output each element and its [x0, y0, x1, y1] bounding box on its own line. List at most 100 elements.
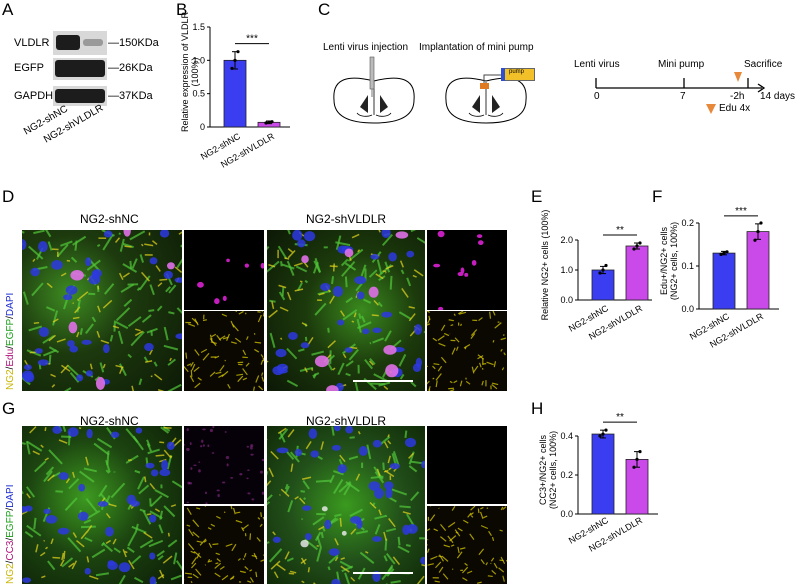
y-axis-label: CC3+/NG2+ cells(NG2+ cells, 100%)	[538, 431, 558, 509]
data-point	[632, 465, 636, 469]
data-point	[638, 241, 642, 245]
data-point	[601, 432, 605, 436]
micrograph-d-shvldlr-edu	[427, 230, 507, 310]
micrograph-d-shvldlr-ng2	[427, 311, 507, 391]
panel-d-title-left: NG2-shNC	[80, 212, 139, 226]
band-vldlr-shnc	[56, 35, 80, 50]
data-point	[604, 428, 608, 432]
data-point	[756, 230, 760, 234]
data-point	[725, 250, 729, 254]
y-axis-label: Relative expression of VLDLR(100%)	[180, 11, 200, 132]
band-gapdh	[55, 89, 105, 103]
y-tick-label: 0.2	[560, 470, 573, 480]
y-tick-label: 1.0	[560, 265, 573, 275]
significance-label: **	[616, 412, 624, 423]
panel-d-title-right: NG2-shVLDLR	[306, 212, 387, 226]
pump-cap	[501, 68, 505, 81]
data-point	[267, 120, 271, 124]
scale-bar	[353, 572, 413, 574]
micrograph-d-shnc-merge	[22, 230, 182, 391]
significance-label: ***	[246, 34, 258, 45]
data-point	[604, 263, 608, 268]
step-lenti-injection: Lenti virus injection	[323, 42, 409, 53]
y-tick-label: 0.4	[560, 431, 573, 441]
data-point	[270, 120, 274, 124]
protein-label-gapdh: GAPDH	[14, 90, 54, 102]
panel-label-a: A	[2, 0, 14, 19]
data-point	[236, 50, 240, 54]
bar-0	[591, 433, 615, 515]
size-label-26: —26KDa	[108, 62, 153, 74]
brain-pump-diagram	[445, 74, 527, 124]
timeline-pump-label: Mini pump	[658, 59, 705, 70]
data-point	[722, 251, 726, 255]
bar-0	[591, 269, 615, 301]
micrograph-g-shnc-merge	[22, 426, 182, 584]
micrograph-d-shnc-ng2	[184, 311, 264, 391]
size-label-37: —37KDa	[108, 90, 153, 102]
data-point	[230, 66, 234, 70]
timeline-tick-7: 7	[680, 91, 686, 102]
micrograph-d-shvldlr-merge	[267, 230, 425, 391]
micrograph-g-shnc-cc3	[184, 426, 264, 504]
timeline-tick-0: 0	[594, 91, 600, 102]
data-point	[264, 121, 268, 125]
bar-1	[746, 231, 770, 310]
micrograph-d-shnc-edu	[184, 230, 264, 310]
panel-g-stain-label: NG2/CC3/EGFP/DAPI	[5, 484, 16, 585]
y-tick-label: 0.5	[192, 89, 205, 99]
edu-dose-icon	[706, 104, 716, 114]
data-point	[638, 450, 642, 454]
y-axis-label: Edu+/NG2+ cells(NG2+ cells, 100%)	[659, 222, 679, 300]
significance-label: ***	[735, 206, 747, 217]
bar-0	[712, 252, 736, 310]
timeline-tick-14: 14 days	[760, 91, 796, 102]
bar-0	[223, 59, 247, 128]
timeline-tick-2h: -2h	[730, 91, 745, 102]
y-tick-label: 0.0	[560, 509, 573, 519]
y-tick-label: 0	[200, 122, 205, 132]
panel-label-f: F	[652, 187, 663, 206]
panel-d-stain-label: NG2/Edu/EGFP/DAPI	[5, 292, 16, 390]
data-point	[233, 58, 237, 62]
data-point	[635, 244, 639, 248]
data-point	[601, 268, 605, 272]
syringe-icon	[369, 56, 375, 90]
scale-bar	[353, 380, 413, 382]
panel-label-h: H	[531, 399, 544, 418]
edu-marker-icon	[734, 72, 742, 82]
micrograph-g-shvldlr-cc3	[427, 426, 507, 504]
timeline-axis	[595, 72, 766, 93]
timeline-edu-label: Edu 4x	[719, 103, 751, 114]
y-axis-label: Relative NG2+ cells (100%)	[540, 210, 550, 321]
step-mini-pump: Implantation of mini pump	[419, 42, 534, 53]
micrograph-g-shvldlr-ng2	[427, 506, 507, 584]
panel-label-c: C	[318, 0, 331, 19]
lane-label-shvldlr: NG2-shVLDLR	[42, 102, 106, 146]
panel-label-d: D	[2, 187, 15, 206]
y-tick-label: 2.0	[560, 235, 573, 245]
timeline-sacrifice-label: Sacrifice	[744, 59, 783, 70]
size-label-150: —150KDa	[108, 37, 159, 49]
y-tick-label: 1.5	[192, 22, 205, 32]
data-point	[632, 247, 636, 251]
micrograph-g-shvldlr-merge	[267, 426, 425, 584]
pump-label: pump	[509, 69, 525, 75]
panel-g-title-left: NG2-shNC	[80, 414, 139, 428]
data-point	[635, 457, 639, 461]
y-tick-label: 0.1	[681, 261, 694, 271]
panel-label-b: B	[176, 0, 188, 19]
panel-g-title-right: NG2-shVLDLR	[306, 414, 387, 428]
data-point	[598, 434, 602, 438]
y-tick-label: 0.0	[560, 295, 573, 305]
protein-label-vldlr: VLDLR	[14, 37, 50, 49]
brain-injection-diagram	[333, 56, 415, 124]
panel-label-e: E	[531, 187, 543, 206]
panel-label-g: G	[2, 399, 16, 418]
micrograph-g-shnc-ng2	[184, 506, 264, 584]
data-point	[719, 252, 723, 256]
data-point	[753, 238, 757, 242]
